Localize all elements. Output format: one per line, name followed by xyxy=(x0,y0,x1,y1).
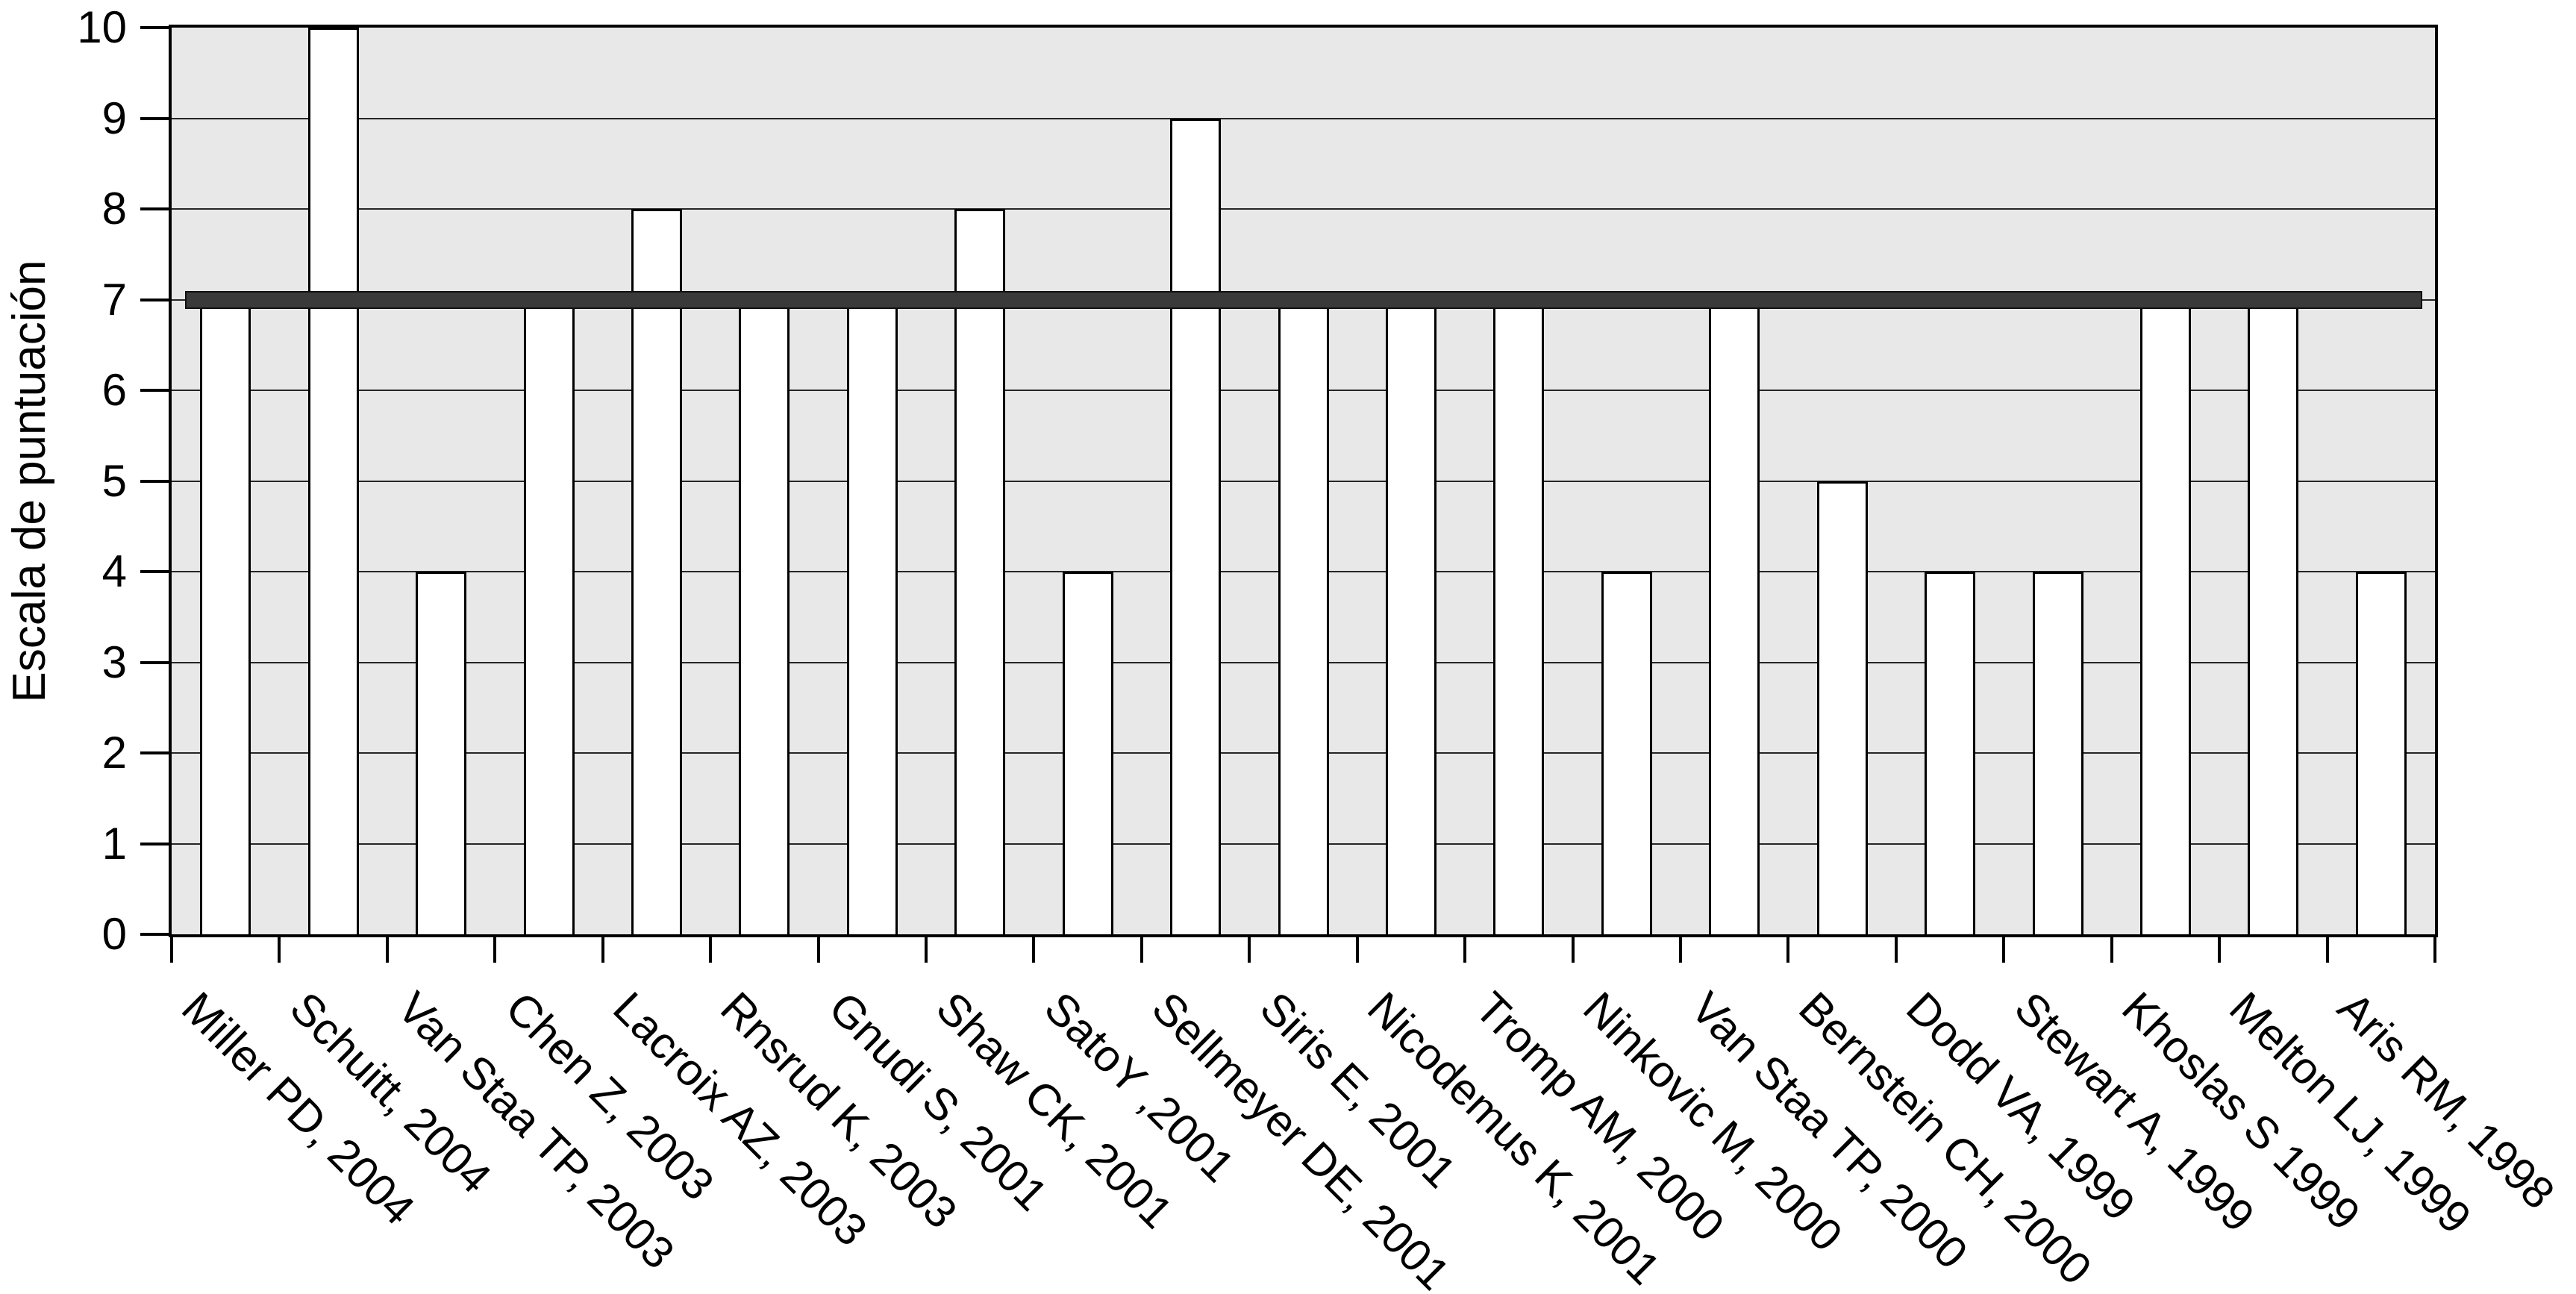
y-axis-tick xyxy=(140,26,169,29)
bar xyxy=(200,299,251,934)
bar xyxy=(416,572,467,934)
y-axis-tick xyxy=(140,751,169,754)
bar xyxy=(2355,572,2407,934)
bar xyxy=(1816,481,1868,934)
bar xyxy=(1385,299,1437,934)
y-axis-tick-label: 4 xyxy=(101,546,127,596)
y-axis-tick-label: 6 xyxy=(101,365,127,415)
y-axis-tick-label: 7 xyxy=(101,274,127,325)
x-axis-tick xyxy=(1032,937,1036,963)
x-axis-tick xyxy=(816,937,820,963)
bar xyxy=(1062,572,1113,934)
y-axis-tick-label: 0 xyxy=(101,909,127,959)
x-axis-tick xyxy=(2218,937,2222,963)
x-axis-tick xyxy=(1463,937,1467,963)
y-axis-tick xyxy=(140,842,169,846)
bar xyxy=(631,209,682,934)
x-axis-tick xyxy=(170,937,173,963)
x-axis-tick xyxy=(493,937,497,963)
y-axis-tick xyxy=(140,660,169,664)
y-axis-tick-label: 9 xyxy=(101,93,127,143)
x-axis-tick xyxy=(1139,937,1143,963)
y-axis-tick-label: 2 xyxy=(101,728,127,778)
x-axis-tick xyxy=(601,937,604,963)
y-axis-tick xyxy=(140,207,169,210)
bar xyxy=(1601,572,1652,934)
y-axis-tick xyxy=(140,298,169,301)
y-axis-tick xyxy=(140,389,169,392)
y-axis-tick-label: 8 xyxy=(101,184,127,234)
y-axis-tick xyxy=(140,116,169,120)
x-axis-tick xyxy=(1355,937,1359,963)
x-axis-tick xyxy=(385,937,389,963)
x-axis-tick xyxy=(1894,937,1898,963)
bar xyxy=(307,28,359,934)
x-axis-tick xyxy=(709,937,713,963)
x-axis-tick xyxy=(1786,937,1790,963)
y-axis-tick-label: 3 xyxy=(101,637,127,687)
bar xyxy=(846,299,898,934)
x-axis-tick xyxy=(2110,937,2113,963)
bar xyxy=(1278,299,1329,934)
gridline xyxy=(172,208,2435,210)
x-axis-tick xyxy=(925,937,928,963)
bar xyxy=(954,209,1006,934)
bar xyxy=(2139,299,2191,934)
x-axis-tick xyxy=(1571,937,1575,963)
bar xyxy=(1709,299,1760,934)
x-axis-tick xyxy=(2433,937,2436,963)
y-axis-tick xyxy=(140,933,169,936)
bar xyxy=(523,299,575,934)
bar xyxy=(1170,118,1222,934)
reference-line xyxy=(185,290,2422,309)
gridline xyxy=(172,117,2435,119)
y-axis-tick-label: 1 xyxy=(101,818,127,869)
y-axis-tick xyxy=(140,479,169,483)
x-axis-tick xyxy=(278,937,281,963)
bar xyxy=(739,299,790,934)
x-axis-tick xyxy=(2325,937,2329,963)
y-axis-tick xyxy=(140,570,169,573)
y-axis-tick-label: 5 xyxy=(101,455,127,506)
x-axis-tick xyxy=(1679,937,1682,963)
x-axis-tick xyxy=(2002,937,2006,963)
y-axis-tick-label: 10 xyxy=(77,2,127,52)
x-axis-tick xyxy=(1248,937,1251,963)
bar xyxy=(1493,299,1545,934)
bar xyxy=(2032,572,2083,934)
bar xyxy=(1925,572,1976,934)
bar xyxy=(2248,299,2299,934)
